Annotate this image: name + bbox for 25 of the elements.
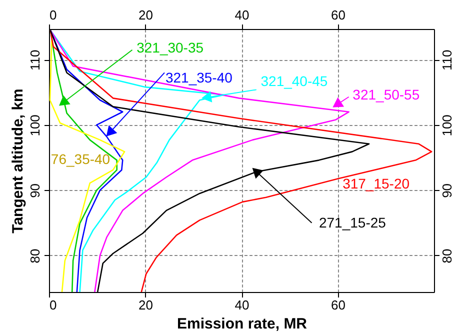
text: 321_40-45 xyxy=(260,72,328,89)
x2-tick-label: 0 xyxy=(50,8,57,22)
text: 321_30-35 xyxy=(136,40,204,56)
y-tick-label: 110 xyxy=(28,50,42,71)
x-axis-title: Emission rate, MR xyxy=(176,316,308,332)
x2-tick-label: 20 xyxy=(138,8,153,22)
x-tick-label: 20 xyxy=(138,298,153,312)
series-label: 76_35-40 xyxy=(50,151,110,168)
x-tick-label: 60 xyxy=(331,298,346,312)
y-tick-label: 80 xyxy=(28,248,42,264)
x2-tick-label: 40 xyxy=(234,8,250,22)
y2-tick-label: 90 xyxy=(440,183,454,198)
text: 271_15-25 xyxy=(318,214,386,230)
x2-tick-label: 60 xyxy=(331,8,346,22)
series-label: 317_15-20 xyxy=(342,175,410,192)
y-tick-label: 100 xyxy=(28,114,42,136)
legend-label: 321_50-55 xyxy=(352,86,420,103)
y-axis-title: Tangent altitude, km xyxy=(10,88,26,234)
y2-tick-label: 100 xyxy=(440,114,454,136)
y-tick-label: 90 xyxy=(28,183,42,198)
x-tick-label: 40 xyxy=(234,298,250,312)
x-tick-label: 0 xyxy=(50,298,57,312)
y2-tick-label: 110 xyxy=(440,50,454,71)
y2-tick-label: 80 xyxy=(440,248,454,264)
text: 321_35-40 xyxy=(165,70,233,86)
